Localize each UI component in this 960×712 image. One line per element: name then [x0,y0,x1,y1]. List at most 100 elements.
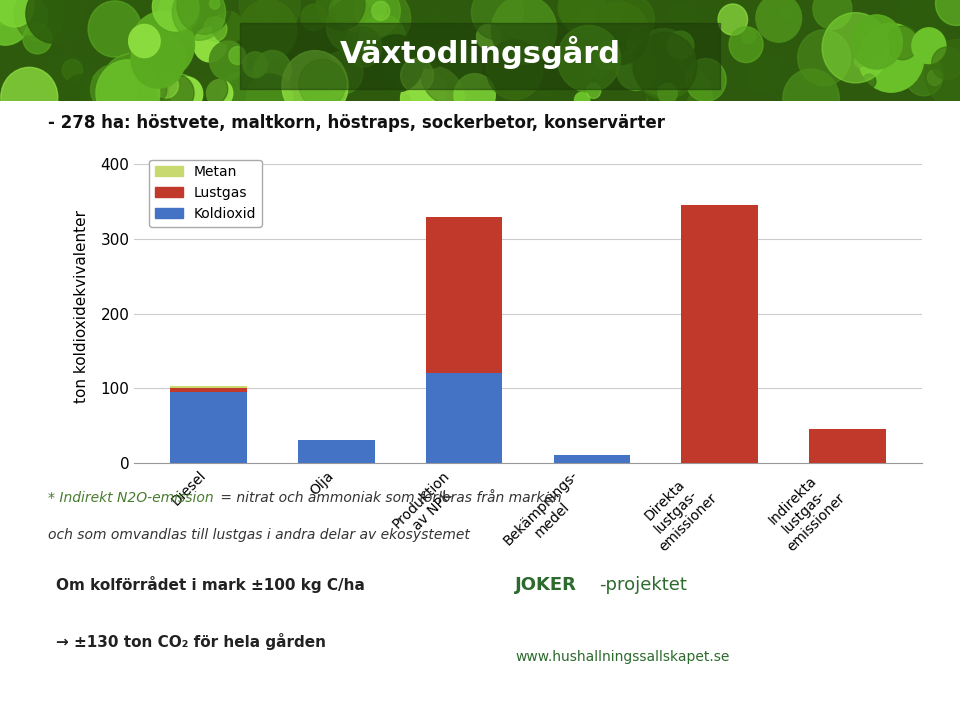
Text: → ±130 ton CO₂ för hela gården: → ±130 ton CO₂ för hela gården [56,633,326,650]
Circle shape [137,73,167,105]
Circle shape [158,0,200,32]
Circle shape [887,26,919,60]
Circle shape [576,6,595,27]
Circle shape [246,74,293,123]
Circle shape [317,56,332,71]
Circle shape [780,9,790,19]
Circle shape [400,58,434,93]
Circle shape [206,80,232,108]
Circle shape [299,59,346,109]
Circle shape [667,31,694,59]
Circle shape [142,82,176,117]
Bar [170,386,247,388]
Circle shape [132,31,185,88]
Circle shape [204,17,227,41]
Bar [170,388,247,392]
Circle shape [516,21,549,57]
Circle shape [221,70,271,124]
Circle shape [243,52,268,78]
Circle shape [26,0,83,43]
Circle shape [591,63,608,80]
Bar [170,392,247,463]
Text: www.hushallningssallskapet.se: www.hushallningssallskapet.se [516,651,730,664]
Circle shape [61,75,102,117]
Circle shape [905,56,943,96]
Circle shape [393,48,437,95]
Circle shape [96,60,159,127]
Circle shape [912,28,946,63]
Circle shape [668,4,698,35]
Circle shape [476,24,500,49]
Text: -projektet: -projektet [599,576,687,594]
Circle shape [685,58,726,101]
Circle shape [454,73,495,117]
Circle shape [658,83,677,103]
Bar [682,206,758,463]
Circle shape [255,0,279,21]
Circle shape [0,0,34,27]
Circle shape [0,0,31,45]
Text: Växtodlingsgård: Växtodlingsgård [340,36,620,69]
Circle shape [301,4,326,31]
Bar [809,429,886,463]
Circle shape [400,66,465,133]
Circle shape [729,27,763,63]
Circle shape [238,0,297,61]
Bar [298,441,374,463]
Circle shape [756,0,802,42]
Circle shape [129,24,160,58]
Circle shape [23,23,52,54]
Circle shape [153,0,199,31]
Circle shape [344,27,382,67]
Circle shape [228,46,246,65]
Circle shape [647,65,712,133]
Circle shape [43,55,92,105]
Circle shape [858,23,924,92]
Circle shape [0,0,23,25]
Text: - 278 ha: höstvete, maltkorn, höstraps, sockerbetor, konservärter: - 278 ha: höstvete, maltkorn, höstraps, … [48,114,665,132]
Circle shape [159,75,194,111]
Circle shape [746,56,780,92]
Circle shape [932,47,960,80]
Circle shape [12,0,48,35]
Circle shape [329,0,354,23]
Circle shape [173,0,226,41]
Y-axis label: ton koldioxidekvivalenter: ton koldioxidekvivalenter [75,209,89,403]
Circle shape [90,65,137,114]
Circle shape [88,1,141,57]
Circle shape [627,28,652,55]
Circle shape [862,74,876,88]
Bar [426,373,502,463]
Circle shape [155,73,179,98]
Circle shape [924,39,960,109]
Circle shape [372,1,390,21]
Circle shape [415,15,458,61]
Circle shape [408,22,452,68]
Circle shape [492,0,557,64]
Circle shape [317,0,365,30]
Circle shape [574,92,589,108]
Circle shape [471,0,524,40]
Text: = nitrat och ammoniak som förloras från marken: = nitrat och ammoniak som förloras från … [217,491,563,506]
Circle shape [359,14,406,63]
Circle shape [822,13,889,83]
Circle shape [927,70,942,85]
Circle shape [560,0,623,39]
Circle shape [239,0,300,37]
Circle shape [354,0,400,35]
Circle shape [369,35,423,92]
Circle shape [326,0,377,53]
Circle shape [593,42,620,70]
Circle shape [612,0,655,41]
Circle shape [209,41,247,80]
Circle shape [334,0,385,32]
Circle shape [616,48,656,90]
Circle shape [81,73,127,122]
Circle shape [209,0,220,9]
Circle shape [420,41,481,105]
Legend: Metan, Lustgas, Koldioxid: Metan, Lustgas, Koldioxid [149,159,262,226]
Text: JOKER: JOKER [516,576,577,594]
Circle shape [157,74,201,120]
Circle shape [253,51,291,90]
Circle shape [856,26,886,57]
